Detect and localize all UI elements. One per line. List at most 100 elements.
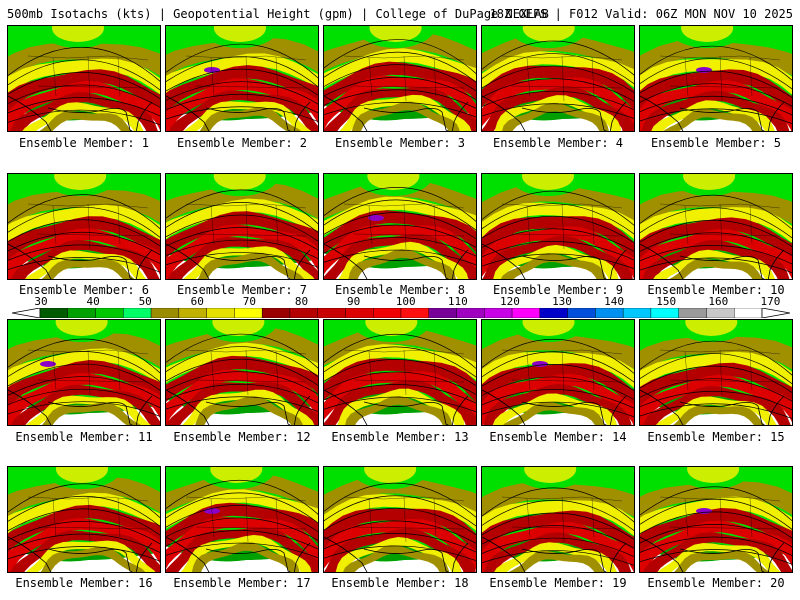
ensemble-member-label: Ensemble Member: 5 — [650, 136, 782, 150]
colorbar-right-arrow — [761, 308, 790, 318]
isotach-map — [166, 174, 318, 279]
colorbar-segment — [650, 308, 679, 318]
colorbar-segment — [706, 308, 735, 318]
ensemble-map-panel — [323, 25, 477, 132]
colorbar-segment — [261, 308, 291, 318]
colorbar-tick-label: 90 — [346, 295, 361, 308]
ensemble-map-panel — [639, 25, 793, 132]
ensemble-member-label: Ensemble Member: 15 — [647, 430, 785, 444]
ensemble-member-label: Ensemble Member: 1 — [18, 136, 150, 150]
colorbar-segment — [595, 308, 624, 318]
ensemble-member-label: Ensemble Member: 7 — [176, 283, 308, 297]
ensemble-member-label: Ensemble Member: 12 — [173, 430, 311, 444]
colorbar-left-arrow — [12, 308, 41, 318]
ensemble-map-panel — [481, 466, 635, 573]
ensemble-map-panel — [165, 173, 319, 280]
ensemble-map-panel — [7, 25, 161, 132]
isotach-map — [324, 467, 476, 572]
ensemble-member-label: Ensemble Member: 19 — [489, 576, 627, 590]
colorbar-tick-label: 110 — [447, 295, 468, 308]
ensemble-map-panel — [165, 319, 319, 426]
ensemble-member-label: Ensemble Member: 10 — [647, 283, 785, 297]
isotach-map — [324, 320, 476, 425]
ensemble-map-panel — [639, 173, 793, 280]
colorbar-segment — [373, 308, 402, 318]
ensemble-member-label: Ensemble Member: 3 — [334, 136, 466, 150]
isotach-map — [8, 467, 160, 572]
isotach-map — [640, 174, 792, 279]
ensemble-member-label: Ensemble Member: 11 — [15, 430, 153, 444]
colorbar-tick-label: 70 — [242, 295, 257, 308]
colorbar-tick-label: 60 — [190, 295, 204, 308]
colorbar-segment — [400, 308, 429, 318]
colorbar-segment — [511, 308, 541, 318]
ensemble-member-label: Ensemble Member: 14 — [489, 430, 627, 444]
ensemble-member-label: Ensemble Member: 20 — [647, 576, 785, 590]
colorbar-tick-label: 120 — [499, 295, 520, 308]
ensemble-map-panel — [481, 173, 635, 280]
ensemble-map-panel — [165, 25, 319, 132]
isotach-map — [166, 320, 318, 425]
isotach-map — [640, 26, 792, 131]
colorbar-tick-label: 80 — [294, 295, 309, 308]
colorbar-segment — [345, 308, 374, 318]
colorbar-segment — [622, 308, 652, 318]
ensemble-member-label: Ensemble Member: 17 — [173, 576, 311, 590]
ensemble-map-panel — [7, 466, 161, 573]
isotach-map — [482, 174, 634, 279]
colorbar-tick-label: 160 — [708, 295, 729, 308]
colorbar-tick-label: 100 — [395, 295, 416, 308]
ensemble-member-label: Ensemble Member: 16 — [15, 576, 153, 590]
colorbar-segment — [539, 308, 568, 318]
ensemble-map-panel — [323, 173, 477, 280]
ensemble-member-label: Ensemble Member: 6 — [18, 283, 150, 297]
colorbar-segment — [67, 308, 96, 318]
isotach-map — [8, 26, 160, 131]
colorbar-segment — [456, 308, 485, 318]
ensemble-map-panel — [7, 319, 161, 426]
ensemble-member-label: Ensemble Member: 8 — [334, 283, 466, 297]
colorbar-tick-label: 30 — [34, 295, 48, 308]
isotach-map — [166, 26, 318, 131]
colorbar-segment — [734, 308, 763, 318]
isotach-map — [324, 174, 476, 279]
header-run-info: 18Z GEFS | F012 Valid: 06Z MON NOV 10 20… — [489, 7, 793, 21]
colorbar-segment — [567, 308, 596, 318]
colorbar-tick-label: 140 — [604, 295, 625, 308]
isotach-map — [8, 320, 160, 425]
colorbar-segment — [39, 308, 68, 318]
colorbar-segment — [289, 308, 318, 318]
ensemble-member-label: Ensemble Member: 2 — [176, 136, 308, 150]
ensemble-map-panel — [323, 466, 477, 573]
isotach-colorbar — [12, 308, 790, 318]
colorbar-segment — [178, 308, 207, 318]
colorbar-segment — [95, 308, 124, 318]
ensemble-map-panel — [639, 466, 793, 573]
isotach-map — [482, 320, 634, 425]
colorbar-segment — [150, 308, 180, 318]
colorbar-labels: 30 40 50 60 70 80 90 100 110 120 130 140 150 160 170 — [0, 296, 800, 308]
ensemble-member-label: Ensemble Member: 9 — [492, 283, 624, 297]
colorbar-tick-label: 130 — [552, 295, 572, 308]
colorbar-tick-label: 150 — [656, 295, 677, 308]
colorbar-segment — [206, 308, 235, 318]
isotach-map — [640, 320, 792, 425]
isotach-map — [640, 467, 792, 572]
ensemble-map-panel — [7, 173, 161, 280]
colorbar-segment — [484, 308, 513, 318]
ensemble-map-panel — [323, 319, 477, 426]
ensemble-member-label: Ensemble Member: 13 — [331, 430, 469, 444]
isotach-map — [8, 174, 160, 279]
ensemble-map-panel — [481, 319, 635, 426]
colorbar-tick-label: 50 — [138, 295, 152, 308]
ensemble-member-label: Ensemble Member: 18 — [331, 576, 469, 590]
colorbar-tick-label: 40 — [86, 295, 100, 308]
ensemble-map-panel — [165, 466, 319, 573]
colorbar-segment — [317, 308, 346, 318]
colorbar-tick-label: 170 — [760, 295, 781, 308]
isotach-map — [166, 467, 318, 572]
colorbar-segment — [428, 308, 457, 318]
colorbar-segment — [234, 308, 263, 318]
isotach-map — [324, 26, 476, 131]
ensemble-map-panel — [481, 25, 635, 132]
